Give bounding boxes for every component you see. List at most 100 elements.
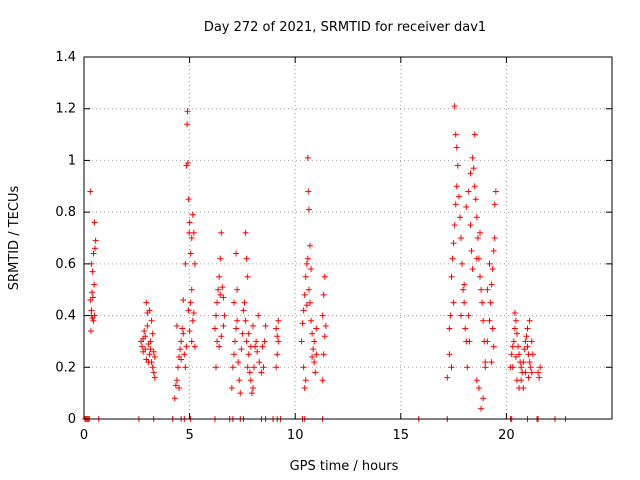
data-point: [184, 108, 191, 115]
data-point: [453, 183, 460, 190]
data-point: [247, 343, 254, 350]
data-point: [308, 317, 315, 324]
data-point: [91, 219, 98, 226]
chart-title: Day 272 of 2021, SRMTID for receiver dav…: [204, 20, 486, 35]
data-point: [321, 273, 328, 280]
data-point: [320, 291, 327, 298]
data-point: [251, 364, 258, 371]
data-point: [313, 325, 320, 332]
data-point: [275, 317, 282, 324]
data-point: [486, 317, 493, 324]
data-point: [229, 364, 236, 371]
data-point: [491, 201, 498, 208]
data-point: [240, 307, 247, 314]
data-point: [214, 299, 221, 306]
data-point: [149, 330, 156, 337]
data-point: [90, 250, 97, 257]
data-point: [274, 351, 281, 358]
data-point: [236, 377, 243, 384]
data-point: [188, 338, 195, 345]
data-point: [142, 346, 149, 353]
data-point: [242, 229, 249, 236]
data-point: [474, 235, 481, 241]
data-point: [235, 359, 242, 366]
data-point: [185, 196, 192, 203]
data-point: [92, 237, 99, 244]
x-tick-label: 20: [498, 428, 515, 443]
data-point: [247, 377, 254, 384]
data-point: [261, 338, 268, 345]
data-point: [176, 384, 183, 391]
data-point: [90, 317, 97, 324]
data-point: [322, 322, 329, 329]
data-point: [509, 364, 516, 371]
data-point: [178, 338, 185, 345]
data-point: [444, 374, 451, 381]
data-point: [511, 325, 518, 332]
data-point: [87, 297, 94, 304]
data-point: [304, 154, 311, 161]
data-point: [449, 255, 456, 262]
data-point: [467, 222, 474, 229]
data-point: [191, 343, 198, 350]
data-point: [479, 299, 486, 306]
data-point: [312, 369, 319, 376]
data-point: [217, 255, 224, 262]
data-point: [309, 353, 316, 360]
data-point: [311, 338, 318, 345]
data-point: [453, 144, 460, 151]
data-point: [320, 351, 327, 358]
data-point: [299, 320, 306, 327]
data-point: [454, 162, 461, 169]
data-point: [182, 364, 189, 371]
data-point: [520, 359, 527, 366]
x-tick-label: 10: [287, 428, 304, 443]
data-point: [450, 299, 457, 306]
data-point: [512, 353, 519, 360]
data-point: [455, 193, 462, 200]
data-point: [511, 309, 518, 316]
data-point: [177, 346, 184, 353]
data-point: [228, 384, 235, 391]
data-point: [452, 131, 459, 138]
data-point: [447, 312, 454, 319]
data-point: [232, 338, 239, 345]
data-point: [190, 309, 197, 316]
data-point: [275, 338, 282, 345]
data-point: [302, 273, 309, 280]
data-point: [313, 351, 320, 358]
data-point: [244, 273, 251, 280]
data-point: [303, 260, 310, 267]
data-point: [242, 317, 249, 324]
data-point: [239, 330, 246, 337]
data-point: [484, 338, 491, 345]
data-point: [467, 170, 474, 177]
data-point: [488, 359, 495, 366]
data-point: [456, 214, 463, 221]
data-point: [256, 359, 263, 366]
data-point: [461, 281, 468, 288]
data-point: [473, 214, 480, 221]
data-point: [319, 312, 326, 319]
data-point: [528, 338, 535, 345]
data-point: [460, 286, 467, 293]
data-point: [258, 369, 265, 376]
data-point: [234, 317, 241, 324]
y-axis-label: SRMTID / TECUs: [7, 186, 22, 291]
data-point: [234, 286, 241, 293]
data-point: [183, 343, 190, 350]
data-point: [211, 325, 218, 332]
data-point: [259, 343, 266, 350]
data-point: [518, 377, 525, 384]
data-point: [262, 322, 269, 329]
data-point: [459, 260, 466, 267]
data-point: [301, 384, 308, 391]
data-point: [144, 322, 151, 329]
data-point: [178, 356, 185, 363]
data-point: [536, 374, 543, 381]
data-point: [245, 351, 252, 358]
data-point: [89, 294, 96, 301]
data-point: [172, 382, 179, 389]
data-point: [147, 338, 154, 345]
data-point: [522, 338, 529, 345]
